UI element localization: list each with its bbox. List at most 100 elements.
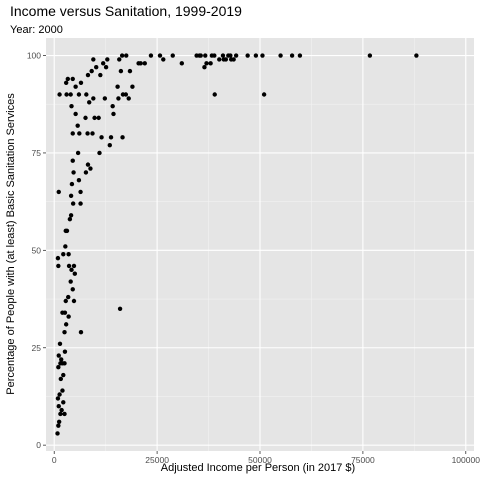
data-point: [118, 68, 124, 74]
data-point: [61, 252, 66, 257]
data-point: [88, 166, 93, 171]
data-point: [70, 158, 75, 163]
data-point: [73, 111, 78, 117]
data-point: [65, 76, 71, 82]
data-point: [260, 53, 265, 58]
data-point: [223, 57, 229, 62]
data-point: [220, 53, 226, 58]
data-point: [245, 53, 250, 58]
data-point: [69, 181, 75, 187]
data-point: [117, 306, 123, 311]
data-point: [66, 263, 72, 269]
data-point: [203, 53, 208, 58]
data-point: [212, 53, 217, 58]
data-point: [253, 53, 259, 58]
y-axis-ticks: 0 25 50 75 100: [27, 51, 46, 450]
data-point: [68, 92, 73, 97]
data-point: [62, 349, 68, 354]
data-point: [75, 123, 80, 128]
data-point: [278, 53, 283, 58]
data-point: [89, 68, 94, 74]
data-point: [68, 279, 73, 284]
data-point: [208, 61, 213, 66]
data-point: [136, 61, 141, 66]
data-point: [57, 92, 62, 97]
data-point: [289, 53, 295, 58]
data-point: [62, 310, 68, 315]
data-point: [103, 65, 109, 70]
y-axis-title: Percentage of People with (at least) Bas…: [5, 93, 17, 395]
data-point: [120, 135, 125, 140]
data-point: [90, 131, 95, 136]
data-point: [68, 213, 74, 218]
data-point: [101, 61, 106, 66]
data-point: [71, 298, 77, 304]
data-point: [73, 84, 78, 89]
data-point: [56, 365, 61, 370]
data-point: [59, 357, 64, 362]
data-point: [228, 53, 233, 58]
data-point: [56, 423, 61, 428]
data-point: [70, 287, 75, 292]
data-point: [212, 92, 217, 97]
data-point: [84, 92, 89, 97]
data-point: [117, 57, 122, 62]
y-tick-label: 25: [32, 343, 42, 353]
data-point: [98, 72, 103, 78]
data-point: [62, 361, 67, 366]
data-point: [75, 150, 81, 156]
data-point: [127, 68, 133, 74]
data-point: [72, 271, 78, 276]
data-point: [105, 57, 110, 62]
data-points: [55, 53, 419, 436]
data-point: [116, 96, 121, 101]
data-point: [56, 419, 62, 424]
y-tick-label: 75: [32, 148, 42, 158]
data-point: [119, 53, 125, 58]
y-tick-label: 100: [27, 51, 41, 61]
data-point: [120, 92, 126, 97]
data-point: [85, 72, 91, 78]
data-point: [108, 135, 114, 140]
data-point: [57, 341, 63, 347]
chart-subtitle: Year: 2000: [10, 24, 63, 36]
data-point: [124, 53, 129, 58]
data-point: [71, 263, 77, 269]
data-point: [62, 329, 67, 335]
data-point: [78, 80, 84, 86]
data-point: [197, 53, 202, 58]
data-point: [60, 388, 65, 393]
data-point: [161, 57, 166, 62]
y-tick-label: 0: [36, 440, 41, 450]
data-point: [217, 57, 222, 62]
data-point: [63, 322, 69, 327]
data-point: [414, 53, 419, 58]
data-point: [78, 329, 84, 335]
x-axis-title: Adjusted Income per Person (in 2017 $): [161, 462, 355, 474]
data-point: [57, 392, 62, 397]
data-point: [78, 201, 83, 206]
data-point: [297, 53, 303, 58]
data-point: [110, 103, 115, 109]
data-point: [70, 131, 75, 136]
data-point: [56, 189, 61, 195]
data-point: [63, 228, 68, 234]
data-point: [77, 131, 82, 136]
data-point: [202, 65, 207, 70]
x-tick-label: 50000: [248, 455, 272, 465]
data-point: [87, 100, 92, 105]
data-point: [99, 135, 104, 140]
data-point: [157, 53, 163, 58]
data-point: [61, 372, 66, 378]
data-point: [58, 376, 64, 382]
data-point: [55, 431, 60, 436]
data-point: [91, 96, 96, 101]
data-point: [68, 193, 74, 198]
data-point: [63, 298, 68, 304]
data-point: [261, 92, 267, 97]
data-point: [76, 92, 82, 97]
data-point: [170, 53, 175, 58]
data-point: [56, 353, 61, 358]
data-point: [69, 267, 74, 273]
